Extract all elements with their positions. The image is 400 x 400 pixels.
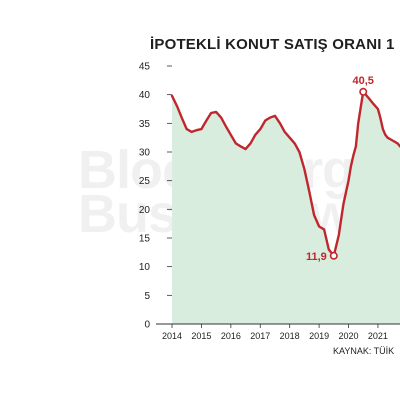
x-tick-label: 2014 [162,331,182,341]
y-tick-label: 0 [144,320,150,331]
axis-layer: 0 5 10 15 20 25 30 35 40 45 2014 2015 2016 2017 2018 20… [139,62,400,341]
x-tick-label: 2017 [250,331,270,341]
y-tick-label: 30 [139,148,151,159]
x-tick-label: 2020 [339,331,359,341]
annotation-marker [359,87,368,96]
annotation-label: 11,9 [306,251,327,263]
annotation-label: 40,5 [353,75,374,87]
series-area-0 [172,91,400,324]
x-tick-label: 2021 [368,331,388,341]
x-tick-label: 2018 [280,331,300,341]
y-tick-label: 35 [139,119,151,130]
series-line-0 [170,90,400,257]
x-tick-label: 2015 [191,331,211,341]
label-layer: 11,9 40,5 [306,75,374,263]
y-tick-label: 45 [139,62,151,73]
y-tick-label: 5 [144,291,150,302]
chart-title: İPOTEKLİ KONUT SATIŞ ORANI 1 [150,36,395,53]
line-layer [170,90,400,257]
source-label: KAYNAK: TÜİK [333,346,395,356]
annotation-marker [329,251,338,260]
y-tick-label: 40 [139,90,151,101]
area-layer [172,91,400,324]
x-tick-label: 2016 [221,331,241,341]
y-tick-label: 15 [139,234,151,245]
y-tick-label: 10 [139,262,151,273]
x-tick-label: 2019 [309,331,329,341]
y-tick-label: 20 [139,205,151,216]
y-tick-label: 25 [139,176,151,187]
